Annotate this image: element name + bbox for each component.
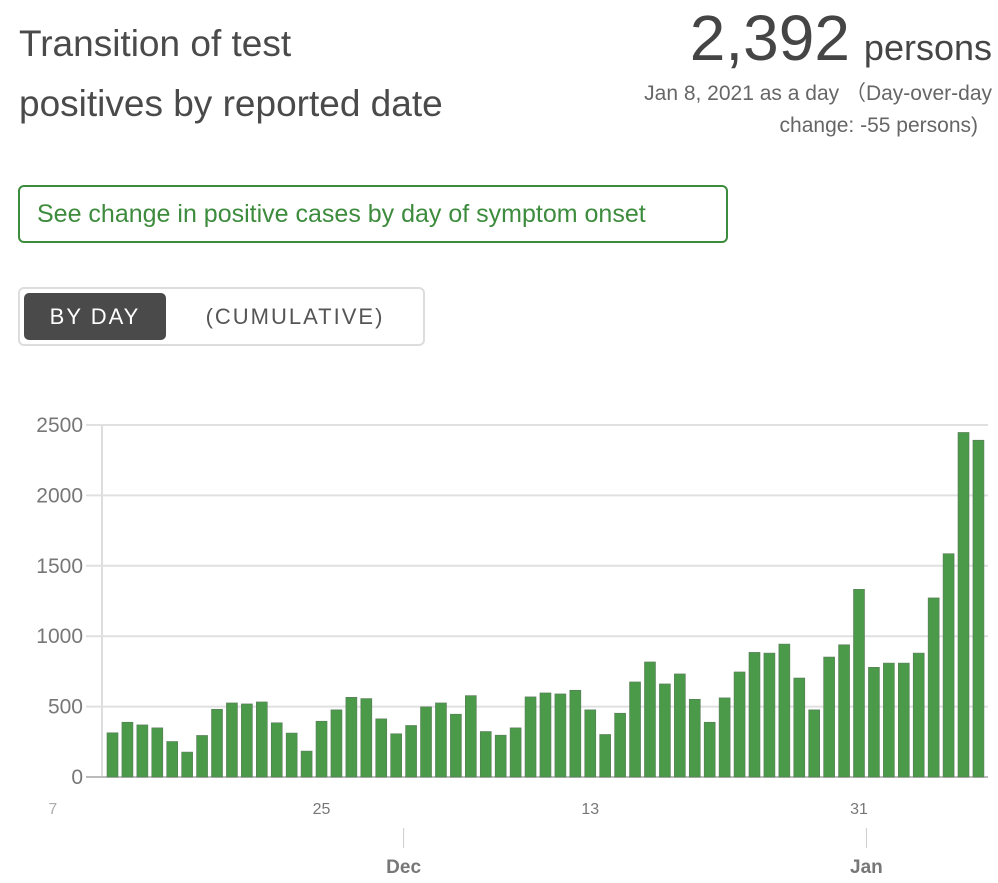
stat-unit: persons — [863, 27, 992, 68]
bar — [315, 720, 328, 778]
bar — [181, 751, 193, 778]
bar — [703, 721, 716, 778]
bar — [838, 644, 850, 778]
x-month-label: Jan — [850, 857, 883, 878]
bar — [345, 697, 358, 778]
y-tick-label: 1000 — [36, 625, 83, 648]
bar — [330, 709, 343, 778]
y-tick-label: 500 — [48, 696, 83, 719]
bar — [121, 721, 134, 778]
stat-date-line: Jan 8, 2021 as a day （Day-over-day — [644, 82, 992, 105]
daily-stat: 2,392 persons — [690, 0, 992, 86]
bar — [883, 662, 895, 778]
x-month-label: Dec — [386, 857, 421, 878]
stat-main: 2,392 persons — [690, 0, 992, 86]
bar-chart: 0 500 1000 1500 2000 2500 7 25 13 31 Dec Jan — [36, 414, 988, 878]
bar — [942, 553, 955, 778]
page-title: Transition of test positives by reported… — [19, 14, 539, 134]
bar — [494, 734, 507, 778]
bar — [360, 698, 373, 778]
bar — [897, 662, 910, 778]
bar — [226, 702, 238, 778]
bar — [808, 709, 821, 778]
bar — [375, 718, 388, 778]
bar — [196, 735, 208, 778]
y-tick-label: 1500 — [36, 555, 83, 578]
bar — [584, 709, 597, 778]
bar — [823, 656, 835, 778]
stat-subtext: Jan 8, 2021 as a day （Day-over-day chang… — [592, 78, 992, 142]
bar — [465, 695, 477, 778]
bar — [450, 713, 462, 778]
bar — [479, 731, 492, 778]
bar — [853, 589, 865, 778]
title-line-1: Transition of test — [19, 23, 292, 64]
y-tick-label: 2000 — [36, 484, 83, 507]
bar — [629, 681, 641, 778]
bar — [912, 652, 925, 778]
y-tick-label: 0 — [71, 766, 83, 789]
x-tick-label: 7 — [48, 801, 57, 818]
bar — [509, 727, 522, 778]
bar — [763, 652, 776, 778]
view-toggle: BY DAY (CUMULATIVE) — [18, 287, 425, 346]
bar — [868, 667, 880, 778]
bar — [106, 732, 119, 778]
bar — [524, 696, 537, 778]
bar — [644, 661, 656, 778]
bar — [748, 652, 761, 778]
bar — [688, 698, 701, 778]
bar — [241, 703, 253, 778]
bar — [733, 671, 746, 778]
toggle-by-day[interactable]: BY DAY — [24, 293, 166, 340]
bar — [151, 727, 164, 778]
bar — [793, 677, 806, 778]
bar — [285, 732, 298, 778]
bar — [718, 697, 731, 778]
bar — [554, 693, 567, 778]
bar — [435, 702, 447, 778]
bar — [255, 701, 268, 778]
toggle-cumulative[interactable]: (CUMULATIVE) — [205, 304, 385, 329]
bar — [390, 733, 402, 778]
bar — [420, 706, 432, 778]
bar — [405, 725, 417, 778]
bar — [674, 673, 686, 778]
bar — [778, 643, 791, 778]
stat-value: 2,392 — [689, 2, 850, 74]
bar — [270, 722, 283, 778]
bar — [614, 712, 626, 778]
x-tick-label: 13 — [581, 801, 599, 818]
bar — [659, 683, 671, 778]
bar — [166, 741, 179, 778]
symptom-onset-link-button[interactable]: See change in positive cases by day of s… — [18, 185, 728, 243]
x-tick-label: 25 — [313, 801, 331, 818]
bar — [957, 432, 970, 778]
bar — [569, 689, 582, 778]
bar — [211, 708, 223, 778]
y-tick-label: 2500 — [36, 414, 83, 437]
bar — [599, 734, 611, 778]
x-tick-label: 31 — [850, 801, 868, 818]
bar — [972, 439, 985, 778]
bar — [539, 692, 552, 778]
bar — [136, 724, 149, 778]
bar — [300, 750, 313, 778]
title-line-2: positives by reported date — [19, 83, 443, 124]
bar — [927, 597, 940, 778]
stat-change-line: change: -55 persons) — [779, 114, 978, 137]
